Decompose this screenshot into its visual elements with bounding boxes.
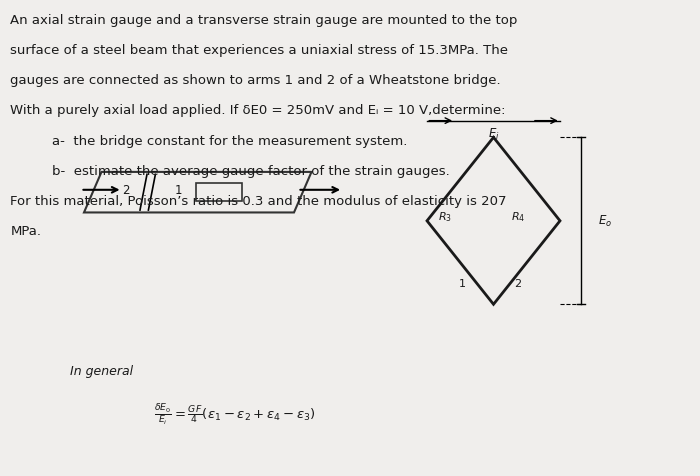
Text: For this material, Poisson’s ratio is 0.3 and the modulus of elasticity is 207: For this material, Poisson’s ratio is 0.…: [10, 194, 507, 207]
Text: a-  the bridge constant for the measurement system.: a- the bridge constant for the measureme…: [52, 134, 408, 147]
Text: b-  estimate the average gauge factor of the strain gauges.: b- estimate the average gauge factor of …: [52, 164, 450, 177]
Text: surface of a steel beam that experiences a uniaxial stress of 15.3MPa. The: surface of a steel beam that experiences…: [10, 44, 508, 57]
Text: $E_i$: $E_i$: [488, 126, 499, 141]
Text: With a purely axial load applied. If δE0 = 250mV and Eᵢ = 10 V,determine:: With a purely axial load applied. If δE0…: [10, 104, 506, 117]
Text: MPa.: MPa.: [10, 224, 41, 237]
Text: 1: 1: [458, 278, 466, 288]
Text: $E_o$: $E_o$: [598, 214, 612, 229]
Text: $\frac{\delta E_0}{E_i} = \frac{GF}{4}(\varepsilon_1 - \varepsilon_2 + \varepsil: $\frac{\delta E_0}{E_i} = \frac{GF}{4}(\…: [154, 402, 316, 427]
Text: An axial strain gauge and a transverse strain gauge are mounted to the top: An axial strain gauge and a transverse s…: [10, 14, 518, 27]
Text: $R_3$: $R_3$: [438, 210, 452, 223]
Text: gauges are connected as shown to arms 1 and 2 of a Wheatstone bridge.: gauges are connected as shown to arms 1 …: [10, 74, 501, 87]
Text: $R_4$: $R_4$: [511, 210, 525, 223]
Text: In general: In general: [70, 364, 133, 377]
Text: 2: 2: [514, 278, 522, 288]
Text: 1: 1: [175, 184, 182, 197]
Text: 2: 2: [122, 184, 130, 197]
